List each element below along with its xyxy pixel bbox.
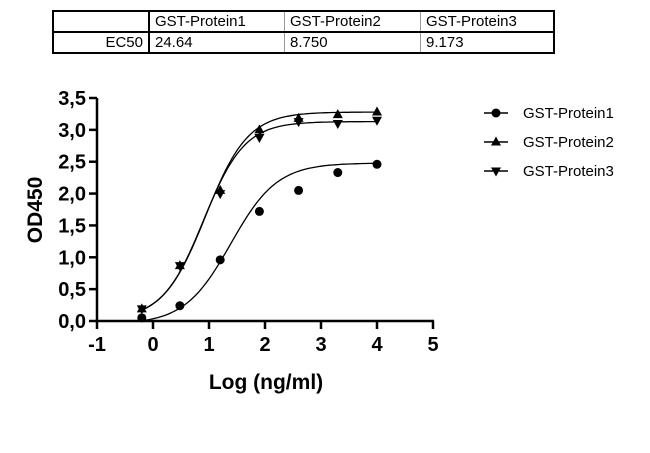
data-point-series-3	[372, 116, 382, 126]
ec50-protein1: 24.64	[148, 32, 285, 53]
data-point-series-2	[254, 124, 265, 134]
data-point-series-3	[174, 262, 185, 272]
data-point-series-1	[372, 159, 382, 169]
chart-legend: GST-Protein1 GST-Protein2 GST-Protein3	[484, 105, 614, 180]
table-corner-cell	[53, 11, 150, 33]
x-tick-label: 4	[371, 334, 383, 356]
data-point-series-1	[175, 301, 185, 311]
y-tick-label: 2,0	[58, 184, 86, 206]
legend-marker-triangle-up-icon	[491, 136, 501, 146]
chart-axes: -1 0 1 2 3 4 5 0,0 0,5 1,0 1,5 2,0 2,5 3,0 3,5	[58, 88, 438, 356]
data-point-series-3	[254, 134, 265, 144]
y-tick-label: 1,5	[58, 215, 86, 237]
y-axis-label: OD450	[24, 177, 47, 244]
x-axis-label: Log (ng/ml)	[209, 371, 323, 394]
y-tick-label: 1,0	[58, 247, 86, 269]
table-header-protein3: GST-Protein3	[420, 11, 554, 33]
ec50-table: GST-Protein1 GST-Protein2 GST-Protein3 E…	[52, 10, 555, 54]
table-header-protein2: GST-Protein2	[284, 11, 421, 33]
table-row: EC50 24.64 8.750 9.173	[53, 32, 554, 53]
legend-marker-triangle-down-icon	[491, 167, 501, 177]
x-tick-label: 1	[203, 334, 214, 356]
x-tick-label: 2	[259, 334, 270, 356]
x-tick-label: 5	[427, 334, 438, 356]
table-header-row: GST-Protein1 GST-Protein2 GST-Protein3	[53, 11, 554, 33]
data-point-series-1	[333, 168, 343, 178]
y-tick-label: 0,5	[58, 279, 86, 301]
data-point-series-3	[215, 190, 226, 200]
data-point-series-1	[137, 313, 147, 323]
data-point-series-2	[372, 106, 382, 116]
legend-marker-circle-icon	[491, 108, 501, 118]
x-tick-label: 0	[147, 334, 158, 356]
data-point-series-1	[215, 255, 225, 265]
fit-curves	[141, 111, 377, 322]
data-point-series-3	[136, 305, 147, 315]
y-tick-label: 0,0	[58, 311, 86, 333]
fit-curve-1	[141, 162, 377, 322]
data-point-series-3	[332, 119, 343, 129]
x-tick-label: -1	[88, 334, 106, 356]
y-tick-label: 2,5	[58, 152, 86, 174]
table-header-protein1: GST-Protein1	[148, 11, 285, 33]
data-points	[136, 106, 382, 323]
data-point-series-1	[294, 185, 304, 195]
data-point-series-1	[254, 206, 264, 216]
legend-label: GST-Protein1	[523, 105, 614, 122]
data-point-series-2	[332, 109, 343, 119]
ec50-protein2: 8.750	[284, 32, 421, 53]
table-row-label: EC50	[53, 32, 150, 53]
x-tick-label: 3	[315, 334, 326, 356]
ec50-protein3: 9.173	[420, 32, 554, 53]
data-point-series-3	[293, 118, 304, 128]
y-tick-label: 3,0	[58, 120, 86, 142]
y-tick-label: 3,5	[58, 88, 86, 110]
legend-label: GST-Protein2	[523, 134, 614, 151]
legend-label: GST-Protein3	[523, 163, 614, 180]
